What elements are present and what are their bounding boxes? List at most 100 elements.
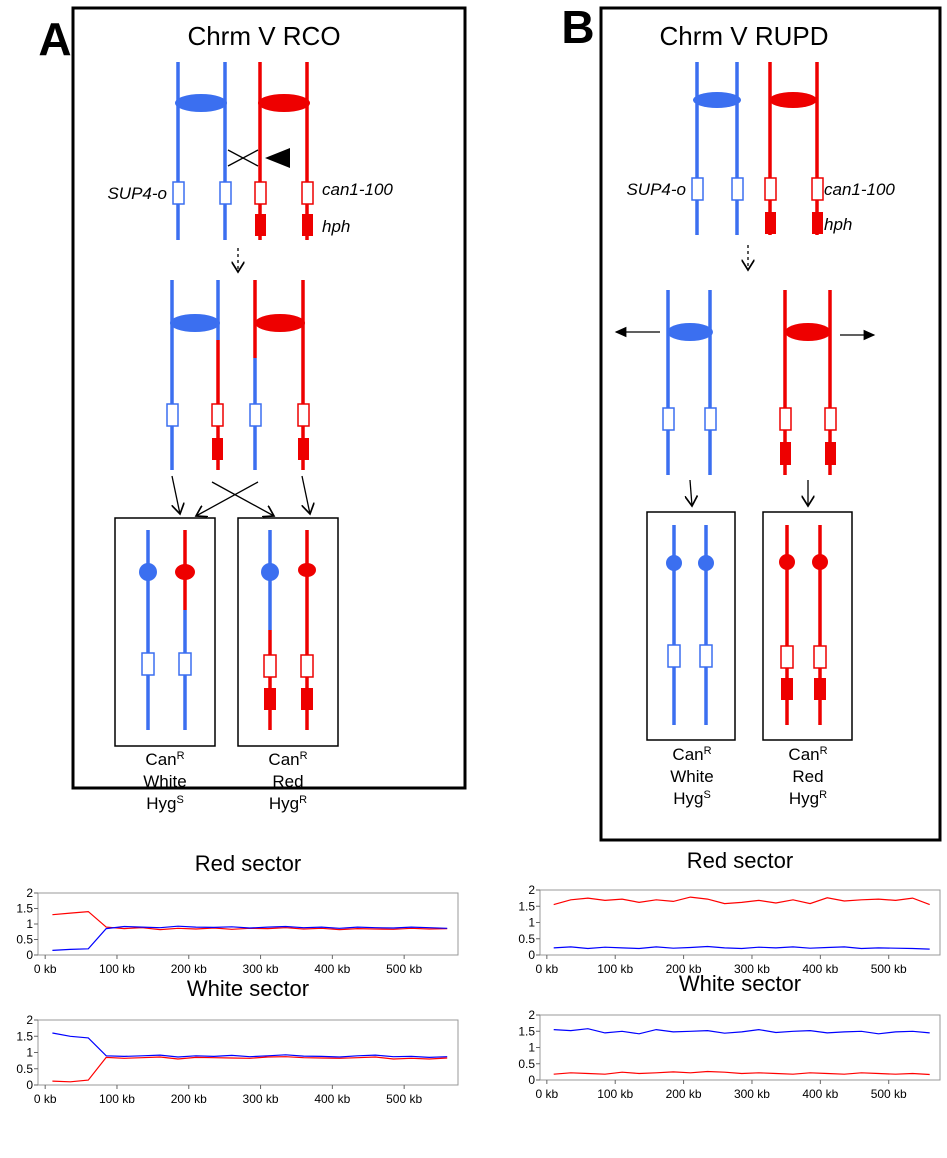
x-tick-label: 400 kb <box>314 962 350 976</box>
data-line <box>52 1033 447 1057</box>
y-tick-label: 1 <box>528 1041 535 1055</box>
phenotype-sup: R <box>300 750 308 762</box>
hph-box <box>301 688 313 710</box>
marker-box <box>179 653 191 675</box>
hph-box <box>812 212 823 234</box>
phenotype-sup: S <box>703 789 710 801</box>
x-tick-label: 200 kb <box>171 962 207 976</box>
phenotype: CanR <box>672 745 711 764</box>
centromere <box>255 314 305 332</box>
phenotype-sup: R <box>177 750 185 762</box>
phenotype-text: Hyg <box>673 789 703 808</box>
hph-box <box>264 688 276 710</box>
marker-box <box>255 182 266 204</box>
data-line <box>554 897 930 905</box>
centromere <box>298 563 316 577</box>
hph-box <box>298 438 309 460</box>
chart-title: Red sector <box>687 848 793 873</box>
y-tick-label: 0 <box>528 948 535 962</box>
x-tick-label: 500 kb <box>386 962 422 976</box>
marker-box <box>212 404 223 426</box>
phenotype: CanR <box>268 750 307 769</box>
hph-box <box>302 214 313 236</box>
panel-a: A Chrm V RCO SUP4-o can1-100 hph <box>38 8 465 788</box>
phenotype-text: Hyg <box>269 794 299 813</box>
x-tick-label: 200 kb <box>171 1092 207 1106</box>
x-tick-label: 0 kb <box>34 1092 57 1106</box>
data-line <box>52 926 447 950</box>
y-tick-label: 1.5 <box>16 902 33 916</box>
phenotype-text: Red <box>792 767 823 786</box>
marker-box <box>220 182 231 204</box>
hph-box <box>780 442 791 465</box>
y-tick-label: 2 <box>26 1013 33 1027</box>
phenotype-text: Can <box>145 750 176 769</box>
marker-label: SUP4-o <box>107 184 167 203</box>
phenotype-text: Hyg <box>789 789 819 808</box>
centromere <box>698 555 714 571</box>
panel-title: Chrm V RCO <box>187 21 340 51</box>
x-tick-label: 100 kb <box>597 962 633 976</box>
centromere <box>779 554 795 570</box>
x-tick-label: 400 kb <box>802 962 838 976</box>
chart-title: White sector <box>679 971 801 996</box>
marker-label: SUP4-o <box>626 180 686 199</box>
centromere <box>170 314 220 332</box>
data-line <box>554 1029 930 1034</box>
centromere <box>667 323 713 341</box>
hph-box <box>765 212 776 234</box>
phenotype: HygR <box>789 789 827 808</box>
phenotype: HygS <box>673 789 711 808</box>
phenotype: White <box>143 772 186 791</box>
panel-letter: B <box>561 1 594 53</box>
marker-box <box>705 408 716 430</box>
marker-box <box>765 178 776 200</box>
phenotype-text: Red <box>272 772 303 791</box>
y-tick-label: 0.5 <box>16 933 33 947</box>
arrow <box>196 482 258 516</box>
marker-box <box>302 182 313 204</box>
centromere <box>139 563 157 581</box>
arrow <box>172 476 180 514</box>
x-tick-label: 100 kb <box>99 962 135 976</box>
phenotype-text: White <box>670 767 713 786</box>
centromere <box>175 94 227 112</box>
y-tick-label: 1.5 <box>16 1029 33 1043</box>
chart-title: White sector <box>187 976 309 1001</box>
marker-label: hph <box>824 215 852 234</box>
marker-box <box>781 646 793 668</box>
arrow <box>302 476 310 514</box>
x-tick-label: 500 kb <box>871 962 907 976</box>
phenotype: CanR <box>145 750 184 769</box>
marker-box <box>167 404 178 426</box>
marker-box <box>301 655 313 677</box>
phenotype: HygS <box>146 794 184 813</box>
x-tick-label: 100 kb <box>99 1092 135 1106</box>
panel-title: Chrm V RUPD <box>659 21 828 51</box>
phenotype-text: Can <box>268 750 299 769</box>
marker-box <box>825 408 836 430</box>
marker-box <box>732 178 743 200</box>
data-line <box>52 912 447 930</box>
panel-b: B Chrm V RUPD SUP4-o can1-100 hph <box>561 1 940 840</box>
marker-box <box>812 178 823 200</box>
centromere <box>693 92 741 108</box>
x-tick-label: 200 kb <box>666 1087 702 1101</box>
y-tick-label: 1.5 <box>518 899 535 913</box>
marker-label: can1-100 <box>322 180 393 199</box>
x-tick-label: 300 kb <box>243 962 279 976</box>
x-tick-label: 400 kb <box>314 1092 350 1106</box>
hph-box <box>825 442 836 465</box>
plot-frame <box>38 1020 458 1085</box>
centromere <box>175 564 195 580</box>
phenotype: White <box>670 767 713 786</box>
x-tick-label: 100 kb <box>597 1087 633 1101</box>
phenotype-sup: R <box>819 789 827 801</box>
y-tick-label: 2 <box>26 886 33 900</box>
x-tick-label: 500 kb <box>386 1092 422 1106</box>
phenotype: CanR <box>788 745 827 764</box>
x-tick-label: 0 kb <box>535 962 558 976</box>
hph-box <box>212 438 223 460</box>
data-line <box>554 1072 930 1075</box>
arrow <box>212 482 274 516</box>
